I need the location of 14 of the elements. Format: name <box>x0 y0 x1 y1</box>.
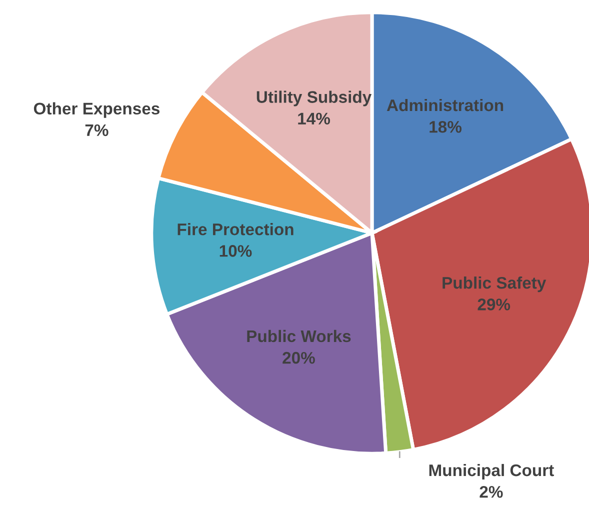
slice-label: Utility Subsidy <box>256 90 372 106</box>
data-label: 10% <box>220 245 252 257</box>
slice-label: Other Expenses <box>34 102 160 118</box>
data-label: 7% <box>85 124 108 136</box>
slice-label: Administration <box>386 98 504 112</box>
data-label: 14% <box>298 112 330 124</box>
data-label: 29% <box>478 298 510 310</box>
data-label: 20% <box>282 352 315 364</box>
data-label: 18% <box>430 120 462 133</box>
slice-label: Municipal Court <box>429 464 554 480</box>
slice-label: Public Safety <box>442 276 546 292</box>
data-label: 2% <box>480 486 503 498</box>
slice-label: Public Works <box>247 330 351 342</box>
slice-label: Fire Protection <box>178 223 294 236</box>
